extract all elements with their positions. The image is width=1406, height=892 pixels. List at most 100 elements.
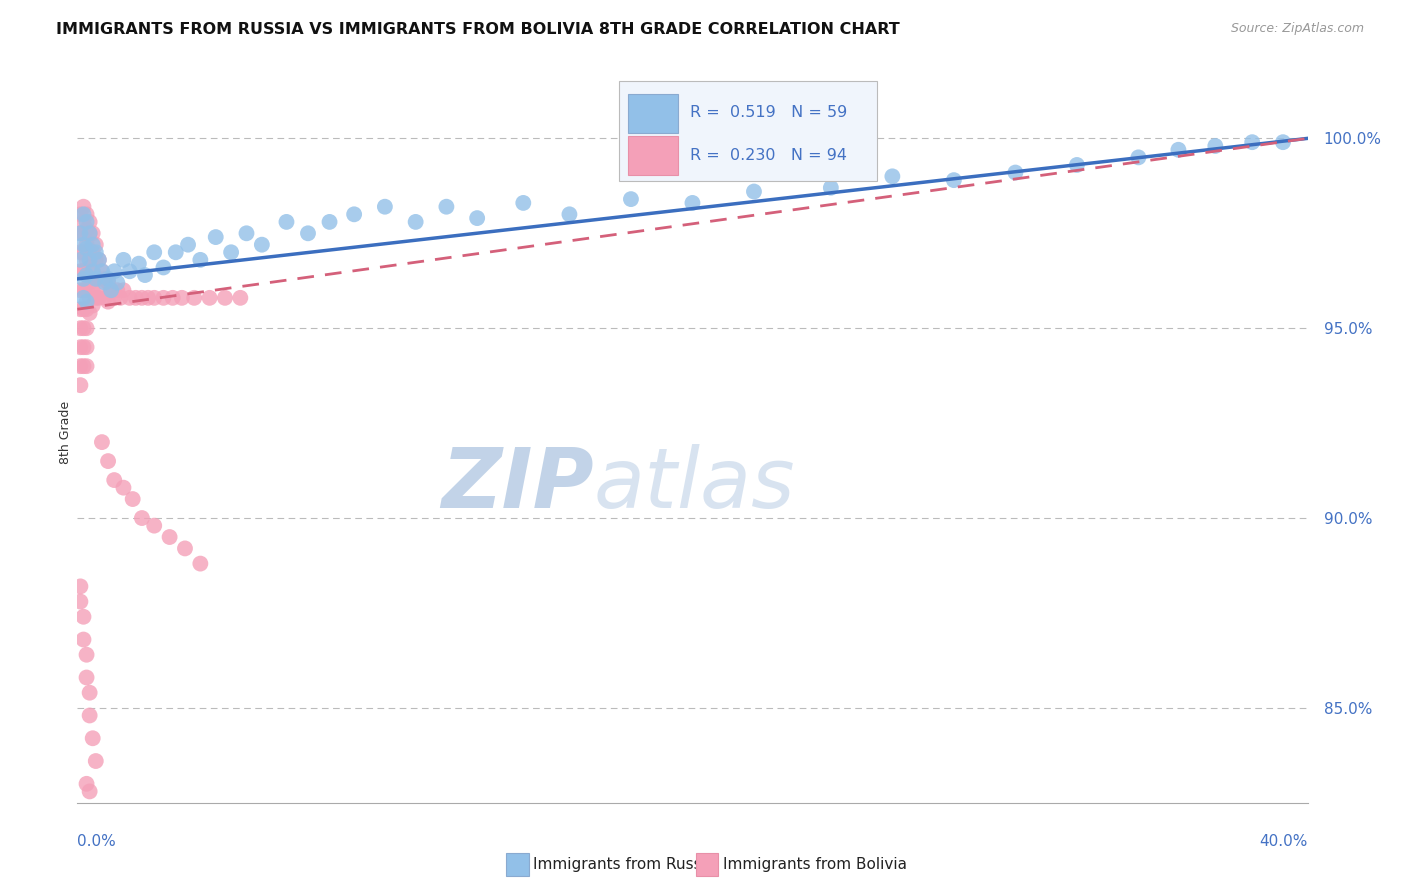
Point [72,283,94,297]
Point [103,473,125,487]
Point [82,264,104,278]
Point [882,169,904,184]
Point [136,291,159,305]
Point [183,291,205,305]
Point [84,237,107,252]
Point [682,195,704,210]
Point [87,272,110,286]
Point [76,340,98,354]
Point [76,237,98,252]
Point [90,264,114,278]
Point [170,291,193,305]
Point [742,185,765,199]
Point [76,222,98,236]
Point [121,491,143,506]
Point [214,291,236,305]
Point [82,237,104,252]
Point [125,291,148,305]
Point [97,276,120,290]
Point [250,237,273,252]
Point [72,632,94,647]
Point [94,291,117,305]
Point [76,671,98,685]
Point [219,245,242,260]
Point [1204,139,1226,153]
Text: 0.0%: 0.0% [77,834,117,849]
Point [72,264,94,278]
Point [134,268,156,282]
Point [97,454,120,468]
Point [297,227,319,241]
Point [72,237,94,252]
Point [620,192,643,206]
Point [69,594,91,608]
Point [79,686,101,700]
Point [1004,165,1026,179]
FancyBboxPatch shape [628,95,678,133]
Point [79,306,101,320]
Point [87,252,110,267]
Point [1241,135,1264,149]
FancyBboxPatch shape [628,136,678,175]
Point [820,180,842,194]
Point [76,268,98,282]
Point [159,530,181,544]
Point [76,359,98,374]
Point [72,227,94,241]
Point [90,264,114,278]
Point [79,227,101,241]
Point [90,283,114,297]
Point [1167,143,1189,157]
Point [131,511,153,525]
Point [174,541,197,556]
Point [143,245,166,260]
Point [112,481,135,495]
Point [152,291,174,305]
Point [143,518,166,533]
Text: atlas: atlas [595,444,796,525]
Point [100,283,122,297]
Point [84,291,107,305]
Point [69,227,91,241]
Point [69,207,91,221]
Point [1128,150,1150,164]
Point [112,252,135,267]
Point [110,291,132,305]
Text: Immigrants from Bolivia: Immigrants from Bolivia [723,857,907,871]
Point [69,264,91,278]
Point [188,557,212,571]
Point [76,294,98,309]
Point [90,435,114,450]
Point [82,245,104,260]
Point [165,245,187,260]
Point [69,579,91,593]
Point [69,340,91,354]
Text: R =  0.519   N = 59: R = 0.519 N = 59 [690,105,848,120]
Point [100,283,122,297]
Point [152,260,174,275]
Point [76,321,98,335]
Point [79,260,101,275]
Point [198,291,221,305]
Point [82,264,104,278]
Point [558,207,581,221]
Point [128,257,150,271]
Point [72,321,94,335]
Point [79,784,101,798]
Text: Immigrants from Russia: Immigrants from Russia [533,857,716,871]
Point [84,754,107,768]
Point [79,245,101,260]
Text: 40.0%: 40.0% [1260,834,1308,849]
Point [79,215,101,229]
Point [79,708,101,723]
Point [72,340,94,354]
Point [69,378,91,392]
Point [204,230,226,244]
Point [942,173,965,187]
Point [69,252,91,267]
Point [69,321,91,335]
Point [69,283,91,297]
Point [229,291,252,305]
Point [87,291,110,305]
Point [69,227,91,241]
